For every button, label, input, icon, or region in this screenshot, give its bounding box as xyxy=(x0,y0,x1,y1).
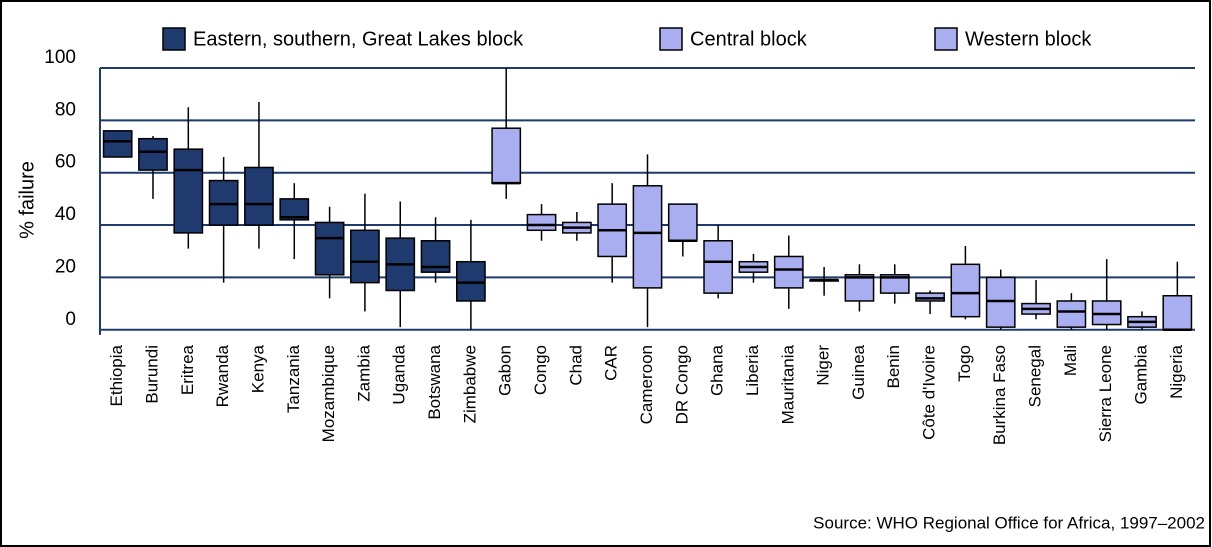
x-tick-label: Nigeria xyxy=(1167,344,1186,398)
x-tick-label: Niger xyxy=(814,345,833,386)
box xyxy=(915,292,945,302)
box xyxy=(1091,300,1122,326)
y-axis-label: % failure xyxy=(16,161,38,239)
x-tick-label: Rwanda xyxy=(213,344,232,407)
x-tick-label: Uganda xyxy=(390,344,409,404)
box xyxy=(138,137,168,171)
y-tick-label: 20 xyxy=(55,256,76,277)
x-tick-label: Gambia xyxy=(1132,344,1151,404)
box xyxy=(773,255,804,289)
box xyxy=(703,240,734,294)
legend-swatch xyxy=(934,27,958,51)
x-tick-label: Mali xyxy=(1061,345,1080,376)
x-tick-label: Benin xyxy=(884,345,903,388)
x-tick-label: Eritrea xyxy=(178,344,197,395)
x-tick-label: Burundi xyxy=(142,345,161,404)
x-tick-label: Chad xyxy=(566,345,585,386)
box xyxy=(1056,300,1087,328)
y-tick-label: 0 xyxy=(65,309,76,330)
legend-swatch xyxy=(659,27,683,51)
box xyxy=(632,185,663,289)
box xyxy=(314,221,345,276)
x-tick-label: Zambia xyxy=(354,344,373,401)
box xyxy=(844,274,875,302)
box xyxy=(526,213,557,232)
x-tick-label: CAR xyxy=(602,345,621,381)
box xyxy=(456,260,486,302)
x-tick-label: Sierra Leone xyxy=(1096,345,1115,442)
x-tick-label: Kenya xyxy=(248,344,267,393)
box xyxy=(1162,294,1193,331)
y-tick-label: 100 xyxy=(44,47,76,68)
x-tick-label: Liberia xyxy=(743,344,762,396)
box xyxy=(491,127,522,184)
legend-label: Central block xyxy=(690,28,808,50)
x-tick-label: Togo xyxy=(955,345,974,382)
legend-swatch xyxy=(162,27,186,51)
x-tick-label: Senegal xyxy=(1026,345,1045,407)
x-tick-label: Congo xyxy=(531,345,550,395)
y-tick-label: 40 xyxy=(55,204,76,225)
legend-label: Western block xyxy=(965,28,1092,50)
x-tick-label: Côte d'Ivoire xyxy=(920,345,939,440)
x-tick-label: Ethiopia xyxy=(107,344,126,406)
x-tick-label: Tanzania xyxy=(284,344,303,413)
x-tick-label: Zimbabwe xyxy=(460,345,479,423)
box xyxy=(350,229,380,284)
x-tick-label: Burkina Faso xyxy=(990,345,1009,445)
box xyxy=(208,179,239,226)
legend-label: Eastern, southern, Great Lakes block xyxy=(193,28,524,50)
x-tick-label: DR Congo xyxy=(672,345,691,424)
x-tick-label: Mauritania xyxy=(778,344,797,424)
x-tick-label: Mozambique xyxy=(319,345,338,442)
box xyxy=(950,263,981,318)
source: Source: WHO Regional Office for Africa, … xyxy=(813,513,1205,532)
box xyxy=(985,276,1016,328)
box xyxy=(173,148,204,234)
box xyxy=(244,166,274,226)
x-tick-label: Gabon xyxy=(496,345,515,396)
x-tick-label: Cameroon xyxy=(637,345,656,424)
box xyxy=(667,203,698,242)
box xyxy=(879,274,910,294)
x-tick-label: Botswana xyxy=(425,344,444,419)
y-tick-label: 60 xyxy=(55,152,76,173)
box xyxy=(279,198,310,221)
y-tick-label: 80 xyxy=(55,99,76,120)
x-tick-label: Ghana xyxy=(708,344,727,396)
box xyxy=(102,130,133,158)
x-tick-label: Guinea xyxy=(849,344,868,399)
